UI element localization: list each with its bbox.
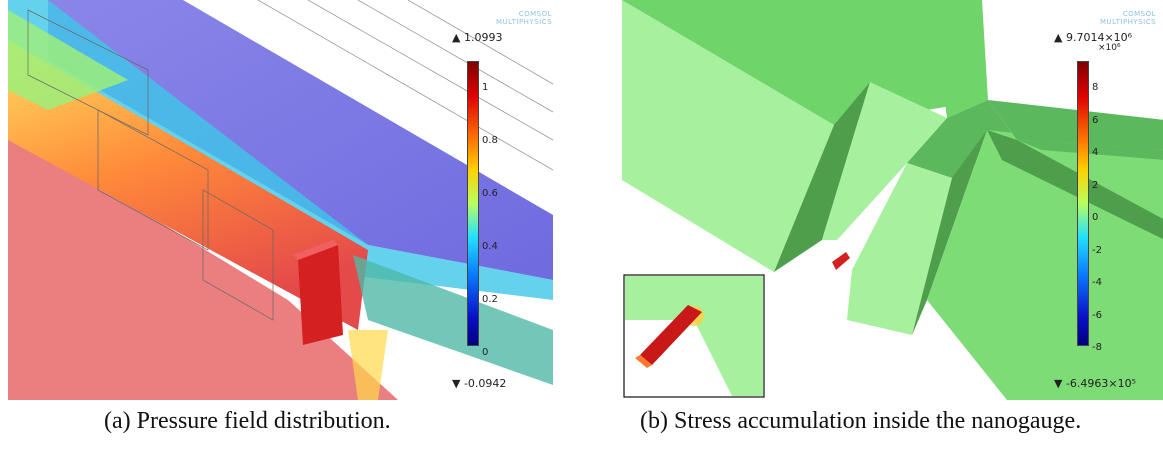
colorbar-tick-label: -2 xyxy=(1092,244,1102,256)
colorbar-tick-label: 0 xyxy=(1092,212,1099,223)
colorbar-tick-label: 1 xyxy=(482,82,489,93)
pressure-field-render xyxy=(8,0,553,400)
comsol-logo: COMSOL MULTIPHYSICS xyxy=(496,10,553,26)
colorbar-min-label: ▼ -0.0942 xyxy=(452,377,507,390)
colorbar-tick-label: 0.4 xyxy=(482,241,498,252)
colorbar-tick-label: -6 xyxy=(1092,309,1102,321)
stress-panel: COMSOL MULTIPHYSICS ▲ 9.7014×10⁶ ×10⁶ 8 6… xyxy=(622,0,1163,400)
colorbar-tick-label: 0.8 xyxy=(482,135,498,146)
caption-stress: (b) Stress accumulation inside the nanog… xyxy=(640,408,1082,434)
colorbar-tick-label: 4 xyxy=(1092,147,1099,158)
colorbar xyxy=(467,61,479,346)
caption-pressure: (a) Pressure field distribution. xyxy=(104,408,391,434)
colorbar-tick-label: 6 xyxy=(1092,114,1099,126)
colorbar-min-label: ▼ -6.4963×10⁵ xyxy=(1054,377,1137,390)
colorbar-max-label: ▲ 1.0993 xyxy=(452,31,503,44)
colorbar-tick-label: 8 xyxy=(1092,82,1099,93)
colorbar-max-label: ▲ 9.7014×10⁶ xyxy=(1054,31,1133,44)
stress-render xyxy=(622,0,1163,400)
colorbar-tick-label: -8 xyxy=(1092,342,1102,353)
colorbar-tick-label: 0 xyxy=(482,347,489,358)
colorbar xyxy=(1077,61,1089,346)
comsol-logo: COMSOL MULTIPHYSICS xyxy=(1100,10,1157,26)
colorbar-multiplier: ×10⁶ xyxy=(1098,43,1121,53)
colorbar-tick-label: 2 xyxy=(1092,179,1099,191)
pressure-field-panel: COMSOL MULTIPHYSICS ▲ 1.0993 1 0.8 0.6 0.4 0… xyxy=(8,0,553,400)
colorbar-tick-label: 0.2 xyxy=(482,294,498,305)
colorbar-tick-label: -4 xyxy=(1092,277,1102,288)
colorbar-tick-label: 0.6 xyxy=(482,188,498,199)
